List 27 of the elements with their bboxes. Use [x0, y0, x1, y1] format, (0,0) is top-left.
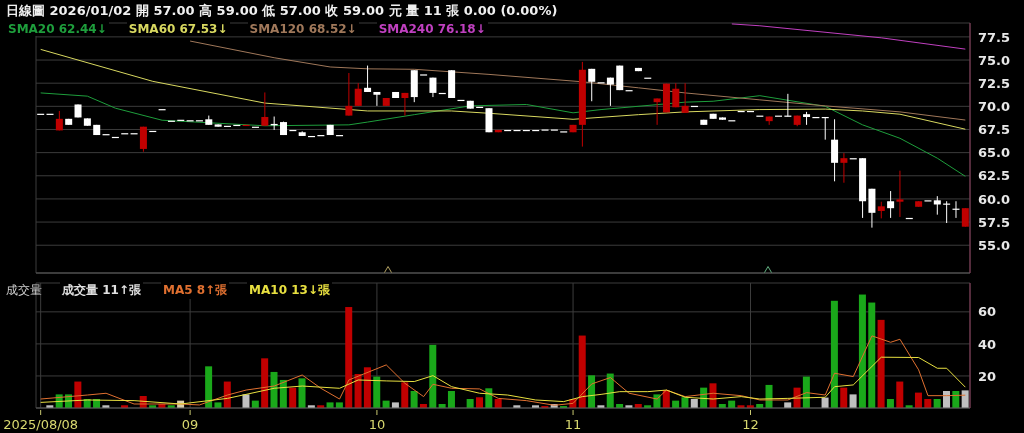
x-tick-label: 10	[368, 417, 386, 432]
y-tick-label: 75.0	[978, 52, 1011, 68]
y-tick-label: 57.5	[978, 214, 1011, 230]
y-tick-label: 72.5	[978, 75, 1011, 91]
text: SMA240 76.18↓	[376, 22, 488, 36]
series-label: SMA120 68.52↓	[247, 22, 359, 36]
x-tick-label: 09	[181, 417, 199, 432]
y-tick-label: 62.5	[978, 168, 1011, 184]
y-tick-label: 60	[978, 304, 997, 320]
text: 成交量 11↑張	[60, 282, 143, 299]
text: MA10 13↓張	[247, 282, 332, 299]
x-tick-label: 11	[564, 417, 582, 432]
y-axis-title: 成交量	[6, 282, 42, 299]
y-tick-label: 20	[978, 368, 997, 384]
text: MA5 8↑張	[160, 282, 230, 299]
y-tick-label: 60.0	[978, 191, 1011, 207]
y-tick-label: 77.5	[978, 29, 1011, 45]
y-tick-label: 67.5	[978, 122, 1011, 138]
y-tick-label: 40	[978, 336, 997, 352]
x-tick-label: 2025/08/08	[3, 417, 79, 432]
y-tick-label: 70.0	[978, 98, 1011, 114]
chart-title: 日線圖 2026/01/02 開 57.00 高 59.00 低 57.00 收 59.00 元 量 11 張 0.00 (0.00%)	[6, 2, 558, 20]
text: SMA20 62.44↓	[6, 22, 109, 36]
text: SMA60 67.53↓	[126, 22, 230, 36]
y-tick-label: 65.0	[978, 145, 1011, 161]
x-tick-label: 12	[742, 417, 759, 432]
y-tick-label: 55.0	[978, 237, 1011, 253]
